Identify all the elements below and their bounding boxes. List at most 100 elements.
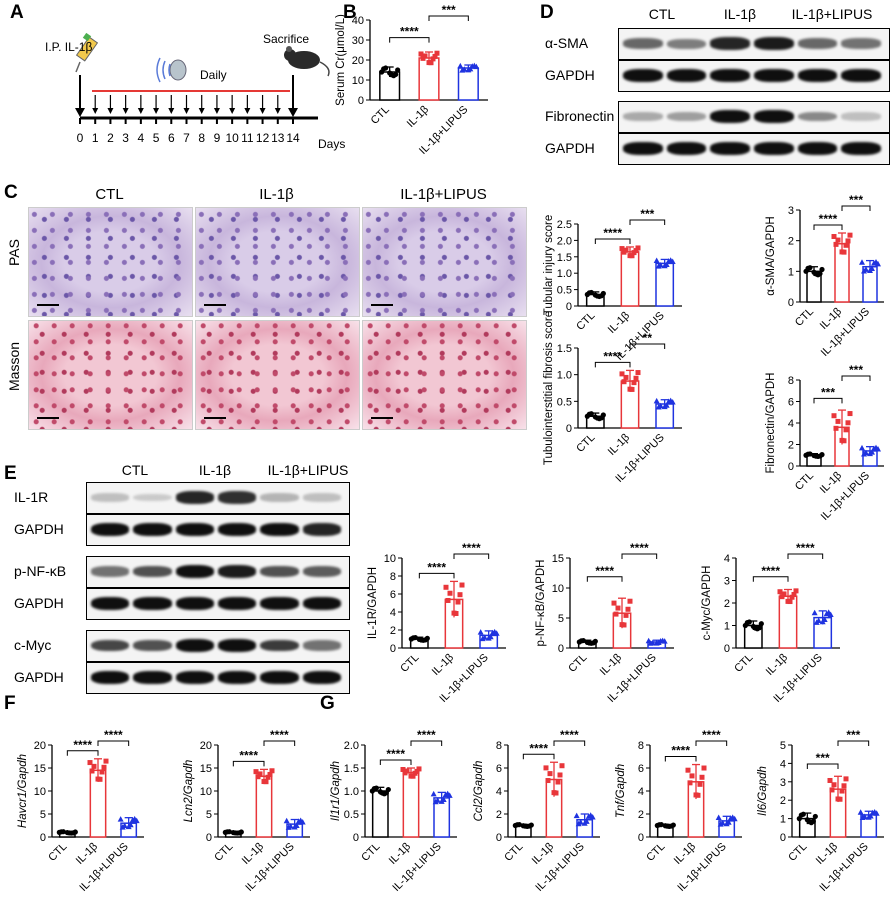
significance-bracket	[841, 375, 871, 381]
y-tick-label: 4	[390, 607, 396, 619]
y-tick-label: 0	[566, 301, 572, 313]
blot-band	[302, 671, 341, 684]
significance-bracket	[629, 219, 666, 225]
y-tick-label: 0	[558, 643, 564, 655]
significance-bracket	[594, 238, 631, 244]
data-point	[685, 767, 691, 773]
x-tick-label: IL-1β	[606, 432, 632, 458]
x-tick-label: CTL	[369, 104, 392, 127]
significance-bracket	[263, 740, 296, 746]
blot-band	[302, 493, 341, 502]
blot-label: GAPDH	[14, 521, 64, 537]
significance-bracket	[586, 576, 623, 582]
significance-bracket	[806, 763, 839, 770]
data-point	[467, 65, 474, 72]
scale-bar	[371, 304, 393, 306]
data-point	[813, 271, 819, 277]
blot-label: GAPDH	[14, 595, 64, 611]
data-point	[633, 248, 639, 254]
y-tick-label: 5	[780, 740, 786, 752]
data-point	[655, 639, 662, 646]
data-point	[659, 637, 666, 644]
significance-label: ****	[104, 728, 123, 742]
data-point	[758, 621, 764, 627]
significance-label: ****	[671, 744, 690, 758]
x-tick-label: IL-1β	[606, 310, 632, 336]
data-point	[635, 245, 641, 251]
timeline-tick-label: 11	[241, 131, 254, 145]
y-tick-label: 1.5	[557, 252, 572, 264]
data-point	[627, 598, 633, 604]
y-tick-label: 0	[788, 297, 794, 309]
data-point	[255, 774, 261, 780]
data-point	[89, 768, 95, 774]
blot-label: IL-1R	[14, 489, 49, 505]
x-tick-label: CTL	[786, 841, 809, 864]
data-point	[453, 611, 459, 617]
blot-band	[91, 566, 130, 577]
data-point	[236, 830, 242, 836]
scale-bar	[37, 417, 59, 419]
y-tick-label: 2.5	[557, 219, 572, 231]
data-point	[131, 815, 138, 822]
data-point	[756, 625, 762, 631]
significance-bracket	[453, 553, 490, 559]
blot-band	[133, 493, 172, 502]
x-tick-label: CTL	[398, 652, 421, 675]
x-tick-label: IL-1β	[764, 652, 790, 678]
y-tick-label: 1.5	[344, 763, 359, 775]
data-point	[779, 594, 785, 600]
data-point	[553, 790, 559, 796]
y-tick-label: 2	[788, 236, 794, 248]
blot-band	[133, 565, 172, 578]
data-point	[787, 599, 793, 605]
significance-bracket	[389, 37, 430, 43]
data-point	[873, 258, 879, 265]
daily-arrowhead	[213, 108, 220, 114]
data-point	[615, 605, 621, 611]
pas-image	[195, 207, 360, 317]
data-point	[835, 237, 841, 243]
significance-bracket	[594, 361, 631, 368]
daily-arrowhead	[244, 108, 251, 114]
y-tick-label: 8	[390, 571, 396, 583]
significance-bracket	[522, 753, 555, 760]
data-point	[843, 776, 849, 782]
data-point	[430, 790, 437, 797]
blot-band	[175, 565, 214, 578]
daily-arrowhead	[274, 108, 281, 114]
blot-label: GAPDH	[14, 669, 64, 685]
data-point	[117, 816, 124, 822]
data-point	[557, 772, 563, 778]
timeline-tick-label: 13	[271, 131, 285, 145]
data-point	[459, 67, 466, 73]
data-point	[621, 622, 627, 628]
y-tick-label: 3	[780, 777, 786, 789]
blot-band	[260, 523, 299, 536]
y-tick-label: 0	[206, 832, 212, 844]
blot-band	[623, 38, 663, 49]
y-axis-label: Tubular injury score	[543, 215, 555, 316]
y-axis-label: Serum Cr(μmol/L)	[335, 14, 347, 106]
y-tick-label: 8	[496, 740, 502, 752]
masson-image	[362, 320, 527, 430]
x-tick-label: CTL	[46, 841, 69, 864]
blot-strip	[618, 101, 890, 133]
data-point	[833, 241, 839, 247]
significance-bracket	[232, 760, 265, 767]
timeline-tick-label: 8	[198, 131, 205, 145]
blot-label: GAPDH	[545, 140, 595, 156]
significance-bracket	[428, 15, 469, 21]
data-point	[269, 768, 275, 774]
y-tick-label: 6	[390, 589, 396, 601]
data-point	[871, 809, 878, 815]
y-tick-label: 40	[352, 15, 364, 27]
data-point	[869, 265, 875, 271]
data-point	[432, 53, 438, 59]
y-axis-label: Tubulointerstitial fibrosis score	[543, 311, 555, 465]
significance-bracket	[813, 224, 843, 230]
y-tick-label: 0	[358, 95, 364, 107]
blot-band	[260, 597, 299, 610]
histology-col-il1b: IL-1β	[259, 186, 294, 203]
